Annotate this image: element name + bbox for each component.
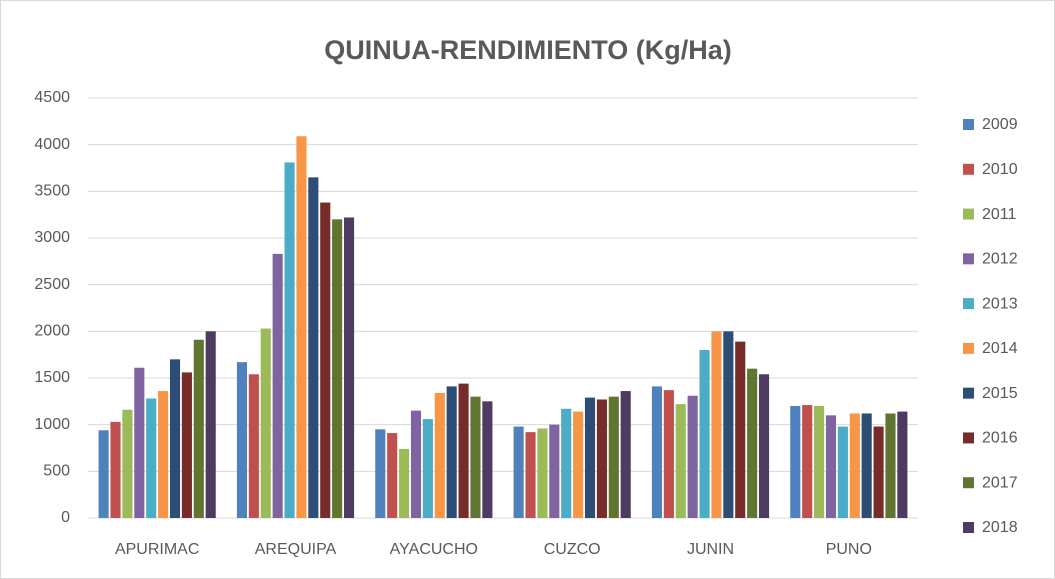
- bar: [434, 392, 445, 518]
- legend-label: 2009: [982, 116, 1018, 133]
- bar: [513, 426, 524, 518]
- bar: [549, 424, 560, 518]
- bar: [861, 413, 872, 518]
- bar: [134, 367, 145, 518]
- legend-label: 2018: [982, 519, 1018, 536]
- bar: [169, 359, 181, 518]
- y-tick-label: 2500: [34, 276, 70, 293]
- bar: [814, 406, 825, 518]
- bar: [675, 404, 686, 518]
- bar: [790, 406, 801, 518]
- bar: [248, 374, 259, 518]
- bar: [482, 401, 493, 518]
- bar: [272, 253, 283, 518]
- bar: [236, 362, 248, 518]
- bar: [849, 413, 860, 518]
- bar: [584, 397, 596, 518]
- legend-label: 2016: [982, 430, 1018, 447]
- bar: [343, 217, 355, 518]
- bar: [260, 328, 271, 518]
- legend-label: 2010: [982, 161, 1018, 178]
- bar: [122, 409, 133, 518]
- x-tick-label: JUNIN: [687, 541, 734, 558]
- y-tick-label: 4000: [34, 136, 70, 153]
- legend-swatch: [963, 387, 974, 399]
- bar: [873, 426, 884, 518]
- bar: [422, 419, 433, 518]
- bar: [193, 339, 204, 518]
- x-tick-label: AREQUIPA: [255, 541, 337, 558]
- chart-title: QUINUA-RENDIMIENTO (Kg/Ha): [324, 35, 732, 65]
- legend-swatch: [963, 253, 974, 265]
- bar: [284, 162, 295, 518]
- x-tick-label: AYACUCHO: [390, 541, 478, 558]
- bar: [110, 421, 121, 518]
- bar: [332, 219, 343, 519]
- bar: [699, 350, 710, 518]
- bar: [146, 398, 157, 518]
- legend-swatch: [963, 477, 974, 489]
- y-tick-label: 0: [61, 509, 70, 526]
- legend-label: 2011: [982, 206, 1017, 223]
- legend-swatch: [963, 119, 974, 130]
- y-tick-label: 500: [43, 463, 70, 480]
- bar: [758, 374, 770, 518]
- x-tick-label: CUZCO: [544, 541, 601, 558]
- bar: [158, 391, 169, 518]
- legend-swatch: [963, 163, 974, 175]
- bar: [470, 396, 481, 518]
- bar: [458, 383, 469, 518]
- bar: [320, 202, 331, 519]
- y-tick-label: 3500: [34, 183, 70, 200]
- legend-swatch: [963, 522, 974, 533]
- y-tick-label: 1000: [34, 416, 70, 433]
- bar: [181, 372, 192, 518]
- bar: [663, 390, 674, 518]
- bar: [205, 331, 216, 518]
- bar: [608, 396, 619, 518]
- legend-label: 2013: [982, 295, 1018, 312]
- legend-swatch: [963, 298, 974, 310]
- y-tick-label: 3000: [34, 229, 70, 246]
- legend-swatch: [963, 342, 974, 354]
- y-tick-label: 4500: [34, 89, 70, 106]
- bar: [446, 386, 457, 518]
- bar: [897, 411, 908, 518]
- bar: [747, 368, 758, 518]
- bar: [410, 410, 422, 518]
- bar: [711, 331, 722, 518]
- bar: [308, 177, 319, 519]
- bar: [723, 331, 734, 518]
- bar: [525, 432, 536, 518]
- bar: [837, 426, 848, 518]
- bar: [98, 430, 109, 518]
- x-tick-label: PUNO: [826, 541, 872, 558]
- bar: [620, 391, 631, 518]
- bar: [375, 429, 386, 518]
- bar: [735, 341, 746, 518]
- bar: [802, 405, 813, 518]
- bar: [885, 413, 896, 518]
- bar: [296, 136, 307, 518]
- bar: [596, 399, 607, 518]
- bar: [651, 386, 663, 518]
- y-tick-label: 1500: [34, 369, 70, 386]
- legend-label: 2015: [982, 385, 1018, 402]
- legend-label: 2014: [982, 340, 1018, 357]
- bar: [573, 411, 584, 518]
- bar: [687, 395, 698, 518]
- y-tick-label: 2000: [34, 323, 70, 340]
- bar: [561, 408, 572, 518]
- legend-label: 2017: [982, 474, 1018, 491]
- bar: [537, 428, 548, 518]
- bar: [825, 415, 837, 518]
- bar: [387, 433, 398, 518]
- legend-label: 2012: [982, 251, 1018, 268]
- legend-swatch: [963, 208, 974, 220]
- x-tick-label: APURIMAC: [115, 541, 199, 558]
- bar: [399, 448, 410, 518]
- legend-swatch: [963, 432, 974, 444]
